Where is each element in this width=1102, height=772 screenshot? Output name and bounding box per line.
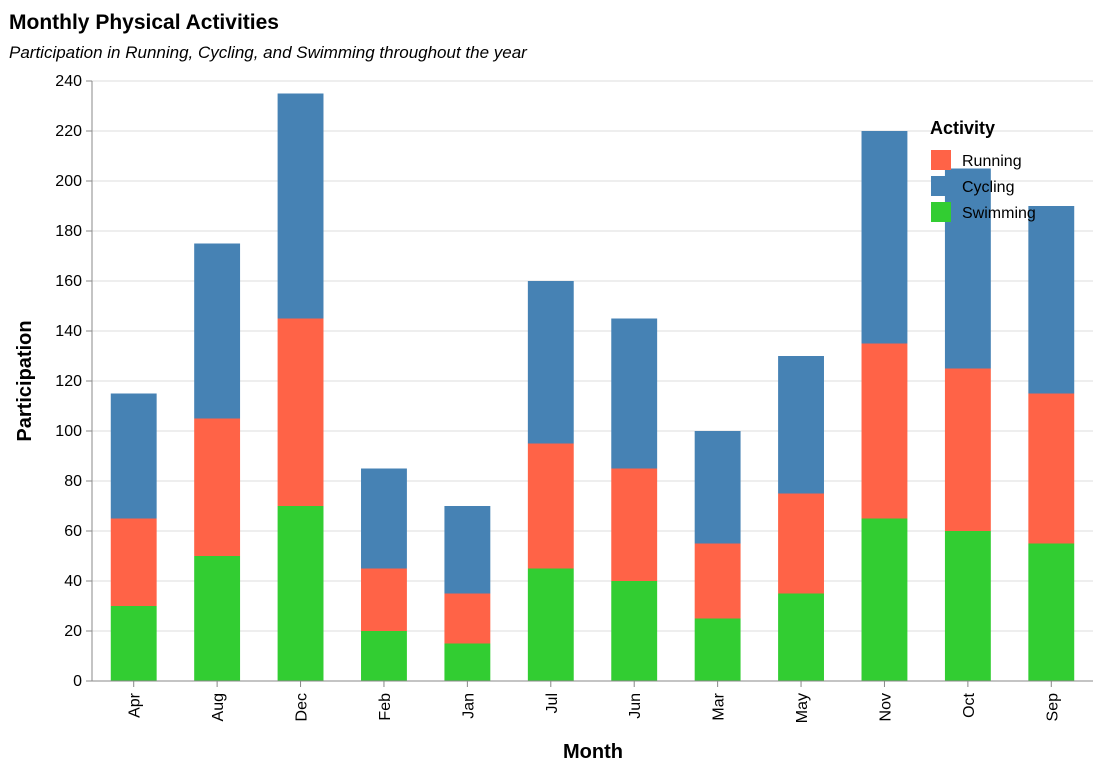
x-tick-label: May [794,693,811,723]
x-tick-label: Feb [377,693,394,721]
y-tick-label: 0 [73,673,82,690]
bar-running-apr [110,518,157,606]
bar-swimming-jan [444,643,491,681]
bar-swimming-feb [361,631,407,681]
y-tick-label: 140 [55,323,82,340]
bar-cycling-jul [527,281,574,444]
x-axis: Apr Aug Dec Feb Jan Jul Jun Mar May Nov Oct Sep [92,680,1093,723]
y-tick-label: 100 [55,423,82,440]
bar-swimming-oct [944,531,991,681]
bar-swimming-mar [694,618,741,681]
y-axis: 0 20 40 60 80 100 120 140 160 180 200 220 240 [55,73,93,690]
y-tick-label: 240 [55,73,82,90]
y-tick-label: 80 [64,473,82,490]
bar-running-aug [194,418,241,556]
x-tick-label: Nov [877,693,894,721]
y-tick-label: 60 [64,523,82,540]
legend-swatch-cycling [931,176,951,196]
bar-running-jan [444,593,491,644]
bar-running-may [778,493,824,594]
bar-swimming-aug [194,556,241,681]
bar-cycling-oct [944,168,991,369]
x-tick-label: Jun [627,693,644,719]
legend: Activity Running Cycling Swimming [930,118,1036,222]
bar-cycling-may [778,356,824,494]
x-tick-label: Sep [1044,693,1061,722]
bar-swimming-sep [1028,543,1075,681]
chart-title: Monthly Physical Activities [9,11,279,34]
x-tick-label: Jan [460,693,477,719]
x-axis-title: Month [563,741,623,763]
bar-running-dec [277,318,324,506]
legend-label-swimming: Swimming [962,205,1036,222]
bar-running-jun [611,468,658,581]
y-tick-label: 40 [64,573,82,590]
y-axis-title: Participation [14,320,36,441]
x-tick-label: Oct [961,692,978,717]
bar-running-oct [944,368,991,531]
grid-lines [92,80,1093,682]
bar-running-sep [1028,393,1075,544]
bar-swimming-dec [277,506,324,681]
y-tick-label: 160 [55,273,82,290]
bar-swimming-jun [611,581,658,681]
bar-swimming-jul [527,568,574,681]
bar-cycling-aug [194,243,241,419]
legend-label-running: Running [962,153,1022,170]
legend-label-cycling: Cycling [962,179,1014,196]
bar-running-mar [694,543,741,619]
y-tick-label: 120 [55,373,82,390]
bar-cycling-feb [361,468,407,569]
x-tick-label: Aug [210,693,227,721]
legend-swatch-running [931,150,951,170]
legend-title: Activity [930,118,995,138]
bar-cycling-jun [611,318,658,469]
y-tick-label: 20 [64,623,82,640]
bar-cycling-dec [277,93,324,319]
chart-subtitle: Participation in Running, Cycling, and S… [9,43,528,62]
bar-running-jul [527,443,574,569]
x-tick-label: Mar [711,692,728,720]
bars [110,93,1075,681]
y-tick-label: 200 [55,173,82,190]
bar-cycling-sep [1028,206,1075,394]
bar-swimming-apr [110,606,157,681]
legend-swatch-swimming [931,202,951,222]
x-tick-label: Jul [544,693,561,713]
bar-running-feb [361,568,407,631]
bar-running-nov [861,343,908,519]
bar-cycling-nov [861,131,908,344]
bar-cycling-mar [694,431,741,544]
bar-swimming-may [778,593,824,681]
bar-cycling-apr [110,393,157,519]
y-tick-label: 220 [55,123,82,140]
x-tick-label: Apr [127,692,144,718]
bar-cycling-jan [444,506,491,594]
bar-swimming-nov [861,518,908,681]
x-tick-label: Dec [294,693,311,721]
y-tick-label: 180 [55,223,82,240]
